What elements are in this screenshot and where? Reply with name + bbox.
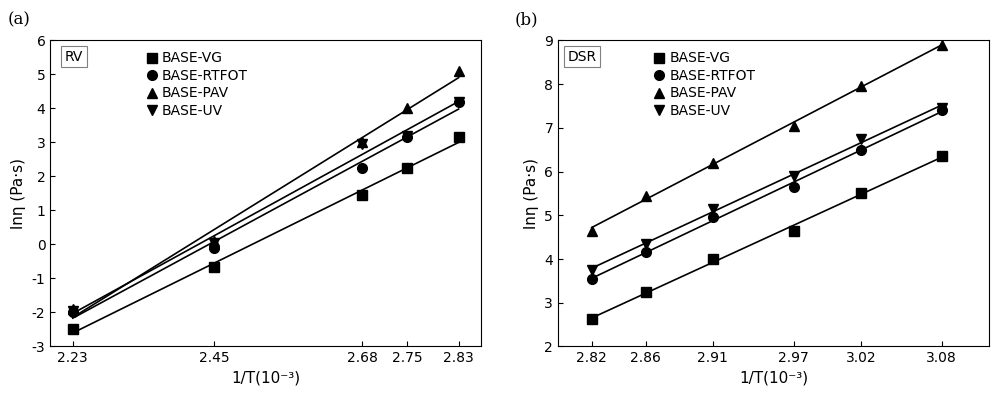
- BASE-RTFOT: [936, 108, 948, 113]
- BASE-UV: [453, 99, 465, 104]
- BASE-VG: [707, 256, 719, 261]
- BASE-VG: [586, 317, 598, 322]
- Y-axis label: lnη (Pa·s): lnη (Pa·s): [11, 158, 26, 229]
- BASE-VG: [640, 289, 652, 294]
- BASE-RTFOT: [855, 147, 867, 152]
- Line: BASE-UV: BASE-UV: [587, 103, 947, 275]
- Line: BASE-VG: BASE-VG: [68, 133, 463, 334]
- BASE-UV: [936, 106, 948, 110]
- BASE-RTFOT: [401, 135, 413, 140]
- Text: (b): (b): [515, 11, 539, 28]
- BASE-RTFOT: [356, 166, 368, 170]
- Line: BASE-PAV: BASE-PAV: [587, 40, 947, 235]
- BASE-RTFOT: [640, 250, 652, 255]
- BASE-UV: [401, 133, 413, 138]
- BASE-VG: [788, 228, 800, 233]
- BASE-VG: [356, 193, 368, 197]
- BASE-PAV: [67, 306, 79, 311]
- BASE-PAV: [356, 140, 368, 145]
- BASE-UV: [855, 136, 867, 141]
- BASE-VG: [67, 327, 79, 332]
- BASE-PAV: [640, 193, 652, 198]
- Legend: BASE-VG, BASE-RTFOT, BASE-PAV, BASE-UV: BASE-VG, BASE-RTFOT, BASE-PAV, BASE-UV: [651, 47, 759, 122]
- BASE-PAV: [401, 106, 413, 111]
- BASE-UV: [788, 173, 800, 178]
- BASE-VG: [855, 191, 867, 196]
- BASE-PAV: [208, 239, 220, 243]
- BASE-RTFOT: [788, 185, 800, 189]
- BASE-PAV: [586, 228, 598, 233]
- X-axis label: 1/T(10⁻³): 1/T(10⁻³): [231, 371, 300, 386]
- BASE-UV: [707, 206, 719, 211]
- BASE-RTFOT: [208, 245, 220, 250]
- Line: BASE-UV: BASE-UV: [68, 97, 463, 316]
- Y-axis label: lnη (Pa·s): lnη (Pa·s): [524, 158, 539, 229]
- Text: (a): (a): [7, 11, 30, 28]
- BASE-VG: [208, 264, 220, 269]
- Text: DSR: DSR: [567, 50, 596, 64]
- BASE-UV: [356, 142, 368, 146]
- Legend: BASE-VG, BASE-RTFOT, BASE-PAV, BASE-UV: BASE-VG, BASE-RTFOT, BASE-PAV, BASE-UV: [143, 47, 252, 122]
- BASE-PAV: [855, 84, 867, 89]
- Line: BASE-VG: BASE-VG: [587, 151, 947, 324]
- BASE-RTFOT: [67, 310, 79, 315]
- BASE-VG: [453, 135, 465, 140]
- BASE-RTFOT: [453, 99, 465, 104]
- BASE-PAV: [936, 42, 948, 47]
- BASE-PAV: [788, 123, 800, 128]
- Text: RV: RV: [65, 50, 83, 64]
- BASE-UV: [640, 241, 652, 246]
- X-axis label: 1/T(10⁻³): 1/T(10⁻³): [739, 371, 808, 386]
- BASE-VG: [401, 166, 413, 170]
- BASE-VG: [936, 154, 948, 159]
- BASE-UV: [208, 240, 220, 245]
- Line: BASE-RTFOT: BASE-RTFOT: [587, 106, 947, 283]
- BASE-UV: [586, 268, 598, 272]
- Line: BASE-PAV: BASE-PAV: [68, 66, 463, 314]
- BASE-RTFOT: [586, 276, 598, 281]
- BASE-UV: [67, 308, 79, 313]
- BASE-PAV: [453, 69, 465, 73]
- BASE-RTFOT: [707, 215, 719, 220]
- Line: BASE-RTFOT: BASE-RTFOT: [68, 97, 463, 317]
- BASE-PAV: [707, 160, 719, 165]
